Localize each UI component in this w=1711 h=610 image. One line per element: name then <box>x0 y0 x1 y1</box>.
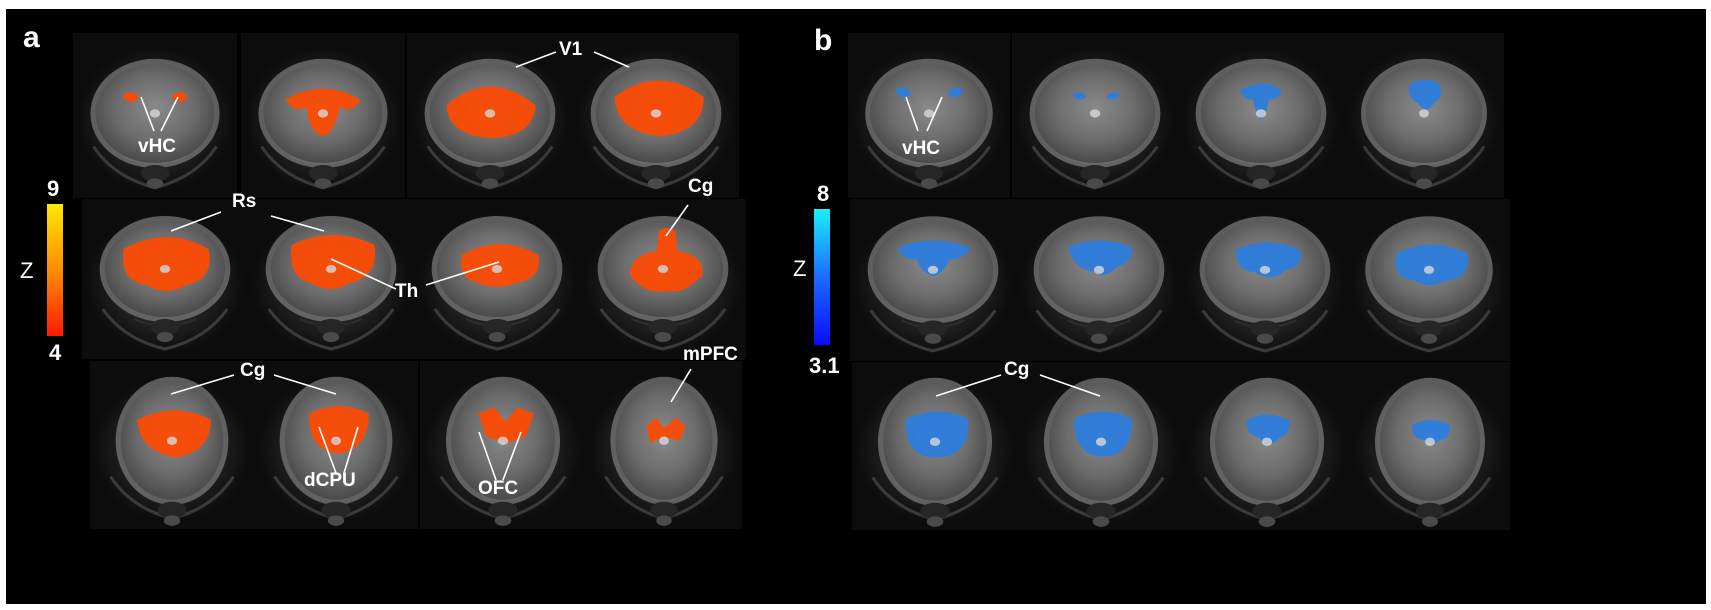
panel-b-slice-r2-c1 <box>850 199 1016 361</box>
panel-a-slice-r3-c4 <box>586 361 742 529</box>
label-vhc-b: vHC <box>902 138 941 159</box>
colorbar-a-label: Z <box>20 258 34 283</box>
panel-a-slice-r2-c1 <box>82 199 248 359</box>
panel-b-slice-r2-c2 <box>1016 199 1182 361</box>
panel-b-letter: b <box>814 24 833 57</box>
colorbar-b-label: Z <box>793 256 807 281</box>
panel-a-slice-r3-c1 <box>90 361 254 529</box>
panel-a-slice-r2-c4 <box>580 199 746 359</box>
panel-b-slice-r3-c1 <box>852 362 1018 530</box>
panel-b-slice-r1-c4 <box>1344 33 1504 198</box>
colorbar-b-min: 3.1 <box>809 353 840 378</box>
colorbar-b-max: 8 <box>817 181 830 206</box>
panel-a-letter: a <box>23 21 40 54</box>
label-ofc: OFC <box>478 478 519 499</box>
panel-a-slice-r3-c2 <box>254 361 418 529</box>
panel-a-slice-r2-c2 <box>248 199 414 359</box>
label-cg-row2: Cg <box>688 176 714 197</box>
panel-a-slice-r1-c3 <box>407 33 573 198</box>
colorbar-a <box>47 204 63 336</box>
panel-b-slice-r2-c3 <box>1182 199 1348 361</box>
panel-a-slice-r2-c3 <box>414 199 580 359</box>
panel-b-slice-r3-c2 <box>1018 362 1184 530</box>
label-th: Th <box>395 281 419 302</box>
panel-b-slice-r1-c3 <box>1178 33 1344 198</box>
panel-b-slice-r1-c1 <box>848 33 1010 198</box>
colorbar-b <box>814 209 830 345</box>
panel-b-slice-r2-c4 <box>1348 199 1510 361</box>
label-v1: V1 <box>559 39 583 60</box>
label-mpfc: mPFC <box>683 344 738 365</box>
panel-b-slice-r3-c4 <box>1350 362 1510 530</box>
panel-a-slice-r3-c3 <box>420 361 586 529</box>
figure: a b 9 4 Z 8 3.1 Z <box>6 9 1706 604</box>
label-rs: Rs <box>232 191 257 212</box>
label-vhc-a: vHC <box>138 136 177 157</box>
colorbar-a-max: 9 <box>47 176 60 201</box>
panel-a-slice-r1-c2 <box>241 33 405 198</box>
label-cg-b: Cg <box>1004 359 1030 380</box>
panel-a-slice-r1-c4 <box>573 33 739 198</box>
panel-a-slice-r1-c1 <box>73 33 237 198</box>
label-cg-row3: Cg <box>240 360 266 381</box>
colorbar-a-min: 4 <box>49 340 62 365</box>
annotation-lines <box>140 51 1101 481</box>
panel-b-slice-r3-c3 <box>1184 362 1350 530</box>
label-dcpu: dCPU <box>304 470 356 491</box>
panel-b-slice-r1-c2 <box>1012 33 1178 198</box>
